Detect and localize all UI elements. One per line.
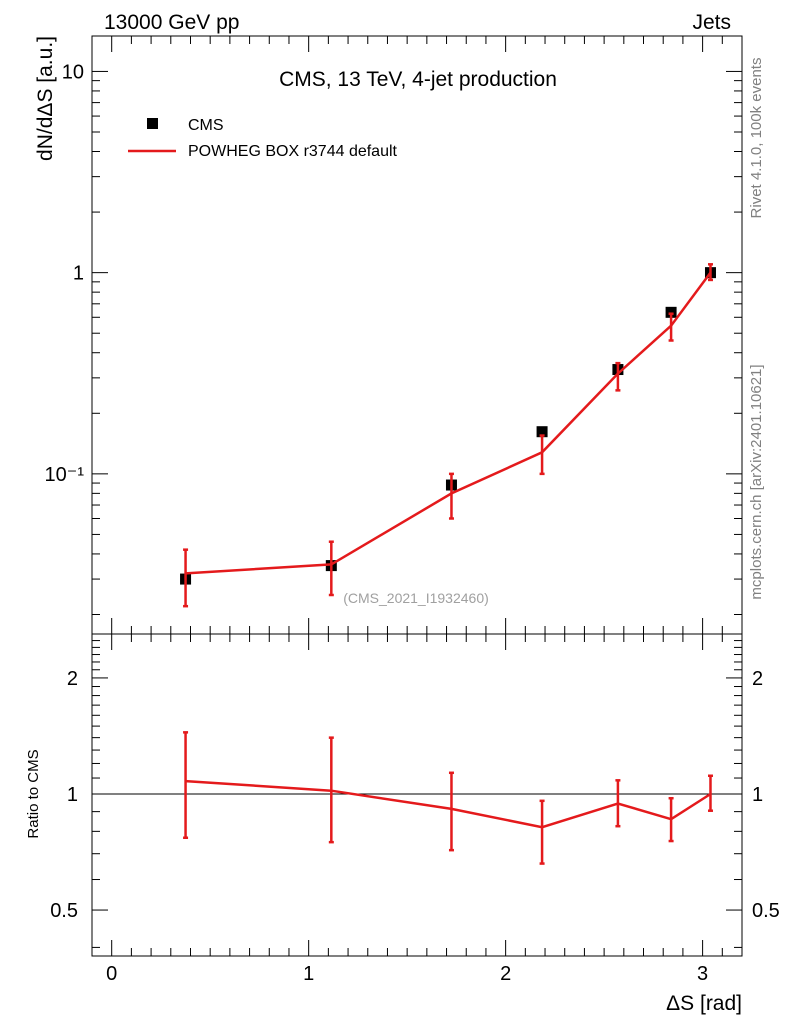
ratio-y-tick-label: 1	[67, 784, 78, 806]
x-tick-label: 2	[500, 963, 511, 985]
legend: CMS POWHEG BOX r3744 default	[128, 117, 398, 160]
main-y-tick-label: 10⁻¹	[45, 464, 85, 486]
ratio-y-axis-label: Ratio to CMS	[25, 749, 42, 838]
ratio-panel: 2 2 1 1 0.5 0.5 0 1 2 3 Ratio to CMS ΔS [rad]	[25, 633, 780, 1015]
cms-data-point	[536, 426, 548, 438]
side-mcplots-label: mcplots.cern.ch [arXiv:2401.10621]	[748, 364, 765, 599]
ratio-y-tick-label: 0.5	[50, 900, 78, 922]
ratio-panel-frame	[91, 633, 743, 957]
analysis-watermark: (CMS_2021_I1932460)	[343, 590, 489, 606]
ratio-y-tick-label-right: 0.5	[752, 900, 780, 922]
ratio-y-tick-label-right: 2	[752, 668, 763, 690]
main-data-series	[180, 267, 716, 585]
main-y-tick-label: 1	[73, 263, 84, 285]
header-left: 13000 GeV pp	[104, 11, 239, 34]
main-y-ticks: 10 1 10⁻¹	[45, 61, 742, 616]
x-tick-label: 3	[697, 963, 708, 985]
ratio-y-tick-label-right: 1	[752, 784, 763, 806]
main-x-ticks	[111, 36, 743, 634]
legend-data-marker	[147, 118, 158, 129]
ratio-mc-series	[183, 731, 713, 865]
ratio-x-ticks: 0 1 2 3	[106, 634, 743, 985]
main-y-axis-label: dN/dΔS [a.u.]	[34, 36, 57, 161]
main-y-tick-label: 10	[62, 61, 84, 83]
ratio-mc-line	[185, 779, 712, 829]
main-mc-line	[185, 271, 712, 575]
x-axis-label: ΔS [rad]	[666, 992, 742, 1015]
main-mc-series	[183, 263, 713, 608]
header-right: Jets	[692, 11, 731, 34]
main-panel: 10 1 10⁻¹ dN/dΔS [a.u.] CMS, 13 TeV, 4-jet…	[34, 35, 743, 635]
ratio-y-tick-label: 2	[67, 668, 78, 690]
cms-data-point	[665, 306, 677, 318]
legend-mc-label: POWHEG BOX r3744 default	[188, 143, 398, 160]
main-title: CMS, 13 TeV, 4-jet production	[279, 68, 557, 91]
legend-data-label: CMS	[188, 117, 224, 134]
x-tick-label: 0	[106, 963, 117, 985]
x-tick-label: 1	[303, 963, 314, 985]
side-rivet-label: Rivet 4.1.0, 100k events	[748, 58, 765, 219]
